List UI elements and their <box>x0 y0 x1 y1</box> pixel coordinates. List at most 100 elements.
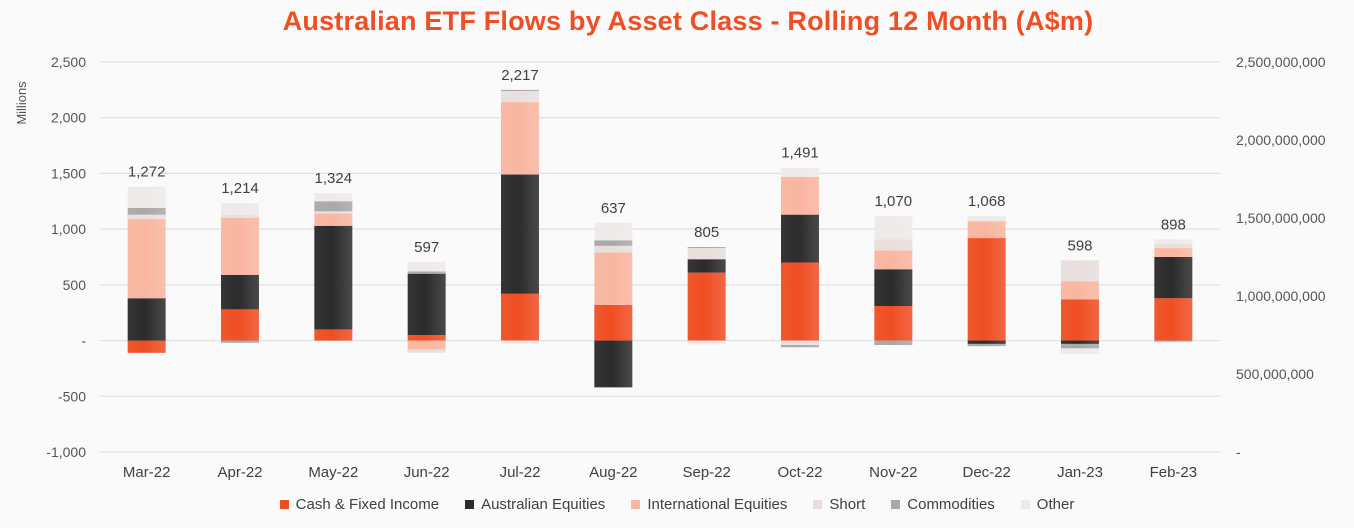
bar-segment <box>1061 343 1099 349</box>
data-label: 1,324 <box>315 170 353 187</box>
bar-segment <box>781 214 819 263</box>
legend-label: International Equities <box>647 496 788 513</box>
bar-segment <box>501 340 539 345</box>
bar-segment <box>781 167 819 177</box>
legend-swatch <box>891 500 901 509</box>
bar-segment <box>407 273 446 335</box>
legend-swatch <box>465 500 475 509</box>
bar-segment <box>501 89 539 91</box>
bar-segment <box>687 246 726 249</box>
bar-segment <box>967 220 1006 222</box>
bar-segment <box>967 215 1006 221</box>
bar-segment <box>874 239 913 251</box>
bar-segment <box>127 214 166 220</box>
x-tick-label: Jul-22 <box>500 464 541 481</box>
bar-segment <box>687 259 726 273</box>
bar-segment <box>221 274 259 310</box>
bar-segment <box>314 213 353 226</box>
bar-segment <box>407 335 446 341</box>
bar-segment <box>594 245 633 253</box>
bar-segment <box>687 272 726 341</box>
legend: Cash & Fixed Income Australian Equities In… <box>0 496 1354 513</box>
bar-segment <box>407 349 446 353</box>
y-tick-label: 2,500 <box>51 54 86 70</box>
legend-item: Commodities <box>891 496 995 513</box>
bar-segment <box>874 306 913 341</box>
bar-segment <box>1154 248 1193 257</box>
legend-swatch <box>1020 500 1030 509</box>
y2-tick-label: 2,000,000,000 <box>1236 132 1326 148</box>
bar-segment <box>501 293 539 341</box>
y-tick-label: 1,000 <box>51 221 86 237</box>
data-label: 1,491 <box>781 145 819 162</box>
y-axis-label: Millions <box>14 81 29 125</box>
bar-segment <box>314 329 353 341</box>
y2-tick-label: 2,500,000,000 <box>1236 54 1326 70</box>
bar-segment <box>594 222 633 241</box>
data-label: 1,068 <box>968 193 1006 210</box>
x-tick-label: Feb-23 <box>1150 464 1198 481</box>
bar-segment <box>874 250 913 270</box>
bar-segment <box>1154 298 1193 341</box>
bar-segment <box>781 345 819 348</box>
x-tick-label: Oct-22 <box>777 464 822 481</box>
legend-label: Australian Equities <box>481 496 606 513</box>
data-label: 805 <box>694 224 719 241</box>
bar-segment <box>874 340 913 346</box>
bar-segment <box>407 340 446 350</box>
data-label: 1,070 <box>875 193 913 210</box>
y-tick-label: 1,500 <box>51 165 86 181</box>
bar-segment <box>1061 348 1099 355</box>
bar-segment <box>1061 340 1099 344</box>
bar-segment <box>1061 281 1099 300</box>
x-tick-label: Nov-22 <box>869 464 917 481</box>
bar-segment <box>127 298 166 341</box>
bar-segment <box>407 261 446 272</box>
bar-segment <box>127 207 166 215</box>
y2-tick-label: - <box>1236 444 1241 460</box>
y2-tick-label: 1,000,000,000 <box>1236 288 1326 304</box>
bar-segment <box>314 201 353 212</box>
bar-segment <box>1154 243 1193 249</box>
legend-item: Short <box>813 496 865 513</box>
bar-segment <box>1061 260 1099 282</box>
bar-segment <box>874 215 913 240</box>
x-tick-label: Apr-22 <box>217 464 262 481</box>
x-tick-label: Mar-22 <box>123 464 171 481</box>
data-label: 1,272 <box>128 164 166 181</box>
bar-segment <box>1154 239 1193 244</box>
data-label: 597 <box>414 239 439 256</box>
data-label: 637 <box>601 200 626 217</box>
data-label: 1,214 <box>221 180 259 197</box>
legend-item: Australian Equities <box>465 496 605 513</box>
bar-segment <box>221 214 259 218</box>
bar-segment <box>221 218 259 275</box>
y2-tick-label: 1,500,000,000 <box>1236 210 1326 226</box>
legend-swatch <box>631 500 641 509</box>
bar-segment <box>1154 257 1193 299</box>
x-tick-label: Jun-22 <box>404 464 450 481</box>
y-tick-label: - <box>81 333 86 349</box>
legend-item: International Equities <box>631 496 787 513</box>
y-tick-label: 2,000 <box>51 110 86 126</box>
legend-item: Other <box>1020 496 1075 513</box>
y-tick-label: -500 <box>58 388 86 404</box>
data-label: 898 <box>1161 216 1186 233</box>
bar-segment <box>874 269 913 307</box>
bar-segment <box>781 262 819 341</box>
bar-segment <box>1061 299 1099 341</box>
bar-segment <box>314 193 353 202</box>
data-label: 598 <box>1067 237 1092 254</box>
legend-label: Other <box>1036 496 1075 513</box>
bar-segment <box>594 304 633 341</box>
bar-segment <box>781 340 819 346</box>
bar-segment <box>967 340 1006 344</box>
bar-segment <box>594 340 633 388</box>
bar-segment <box>501 174 539 294</box>
bar-segment <box>314 211 353 214</box>
y-tick-label: -1,000 <box>46 444 86 460</box>
bar-segment <box>221 340 259 343</box>
y-tick-label: 500 <box>63 277 87 293</box>
